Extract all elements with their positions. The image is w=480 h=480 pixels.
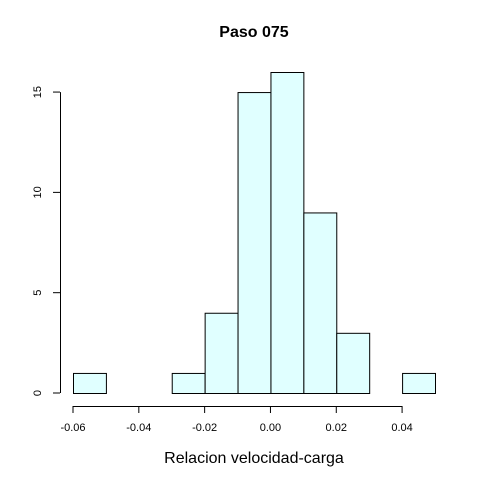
histogram-bar bbox=[237, 92, 272, 394]
histogram-bar bbox=[171, 372, 206, 394]
x-tick-label: 0.02 bbox=[326, 422, 347, 434]
y-tick-label: 5 bbox=[32, 290, 44, 296]
x-tick-label: -0.02 bbox=[192, 422, 217, 434]
histogram-bar bbox=[270, 72, 305, 394]
histogram-bar bbox=[73, 372, 107, 394]
histogram-bar bbox=[303, 212, 338, 394]
histogram-bar bbox=[204, 312, 239, 394]
x-axis-label: Relacion velocidad-carga bbox=[164, 450, 344, 467]
chart-title: Paso 075 bbox=[219, 24, 288, 41]
x-tick-label: 0.00 bbox=[260, 422, 281, 434]
histogram-bar bbox=[336, 332, 371, 394]
y-tick-label: 10 bbox=[32, 186, 44, 198]
y-tick-label: 15 bbox=[32, 86, 44, 98]
y-axis: 0 5 10 15 bbox=[32, 86, 61, 396]
bars-group bbox=[73, 72, 437, 394]
x-axis: -0.06 -0.04 -0.02 0.00 0.02 0.04 bbox=[60, 406, 413, 434]
x-tick-label: -0.06 bbox=[60, 422, 85, 434]
x-tick-label: -0.04 bbox=[126, 422, 151, 434]
y-tick-label: 0 bbox=[32, 390, 44, 396]
x-tick-label: 0.04 bbox=[391, 422, 412, 434]
histogram-bar bbox=[402, 372, 437, 394]
